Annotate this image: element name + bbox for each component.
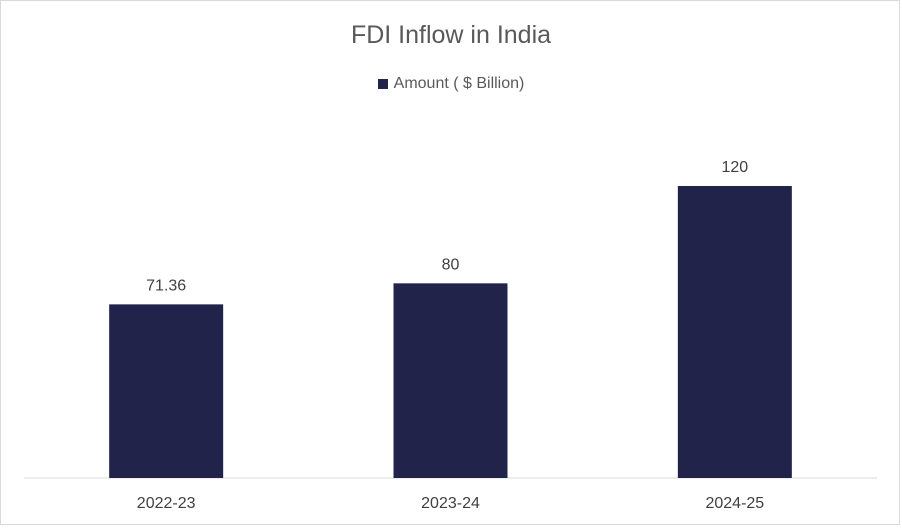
- bar-2023-24: [393, 283, 508, 478]
- bar-2024-25: [677, 186, 792, 478]
- data-label-2022-23: 71.36: [146, 277, 186, 294]
- bar-2022-23: [109, 304, 224, 478]
- x-tick-label-2022-23: 2022-23: [137, 495, 196, 512]
- legend-label: Amount ( $ Billion): [393, 75, 525, 92]
- legend: Amount ( $ Billion): [1, 75, 901, 93]
- data-label-2024-25: 120: [721, 159, 748, 176]
- x-tick-label-2023-24: 2023-24: [421, 495, 480, 512]
- legend-swatch: [377, 79, 388, 89]
- x-tick-label-2024-25: 2024-25: [705, 495, 764, 512]
- chart-title: FDI Inflow in India: [350, 21, 552, 49]
- data-label-2023-24: 80: [442, 256, 460, 273]
